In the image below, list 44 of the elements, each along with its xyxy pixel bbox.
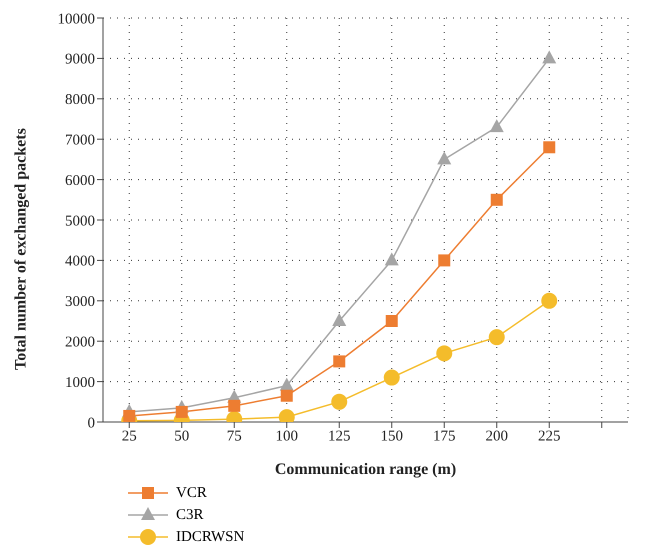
y-tick-label: 10000 <box>58 11 95 28</box>
y-tick-label: 9000 <box>65 52 95 68</box>
point <box>280 390 293 402</box>
x-tick-label: 50 <box>174 428 190 445</box>
x-tick-label: 75 <box>226 428 242 445</box>
y-tick-label: 5000 <box>65 213 95 230</box>
x-tick-label: 100 <box>276 428 298 445</box>
legend-label: VCR <box>176 484 207 502</box>
point <box>333 355 346 368</box>
x-tick-label: 225 <box>538 428 560 445</box>
point <box>543 141 556 154</box>
point <box>332 313 346 326</box>
point <box>490 119 504 132</box>
point <box>542 50 556 64</box>
x-axis-title: Communication range (m) <box>274 461 456 478</box>
x-tick-label: 150 <box>380 428 403 445</box>
y-tick-label: 6000 <box>65 172 95 189</box>
x-tick-label: 25 <box>122 428 137 445</box>
x-tick-label: 175 <box>433 428 456 445</box>
point <box>123 410 136 422</box>
point <box>176 406 188 418</box>
legend-label: C3R <box>176 506 204 524</box>
point <box>488 329 505 346</box>
point <box>384 252 399 266</box>
point <box>490 194 503 206</box>
point <box>438 254 450 266</box>
x-tick-label: 200 <box>486 428 508 445</box>
y-tick-label: 4000 <box>65 254 95 270</box>
y-tick-label: 8000 <box>65 92 95 108</box>
point <box>386 315 398 327</box>
y-tick-label: 7000 <box>65 132 95 149</box>
y-tick-label: 1000 <box>65 374 95 391</box>
y-tick-label: 2000 <box>65 334 95 351</box>
x-tick-label: 125 <box>328 428 350 445</box>
point <box>384 370 400 386</box>
legend-label: IDCRWSN <box>176 528 244 546</box>
point <box>228 400 240 412</box>
y-tick-label: 0 <box>88 415 95 432</box>
point <box>437 151 452 164</box>
point <box>541 292 558 309</box>
y-axis-title: Total number of exchanged packets <box>12 128 30 370</box>
point <box>436 345 452 362</box>
y-tick-label: 3000 <box>65 294 95 310</box>
point <box>331 394 348 410</box>
